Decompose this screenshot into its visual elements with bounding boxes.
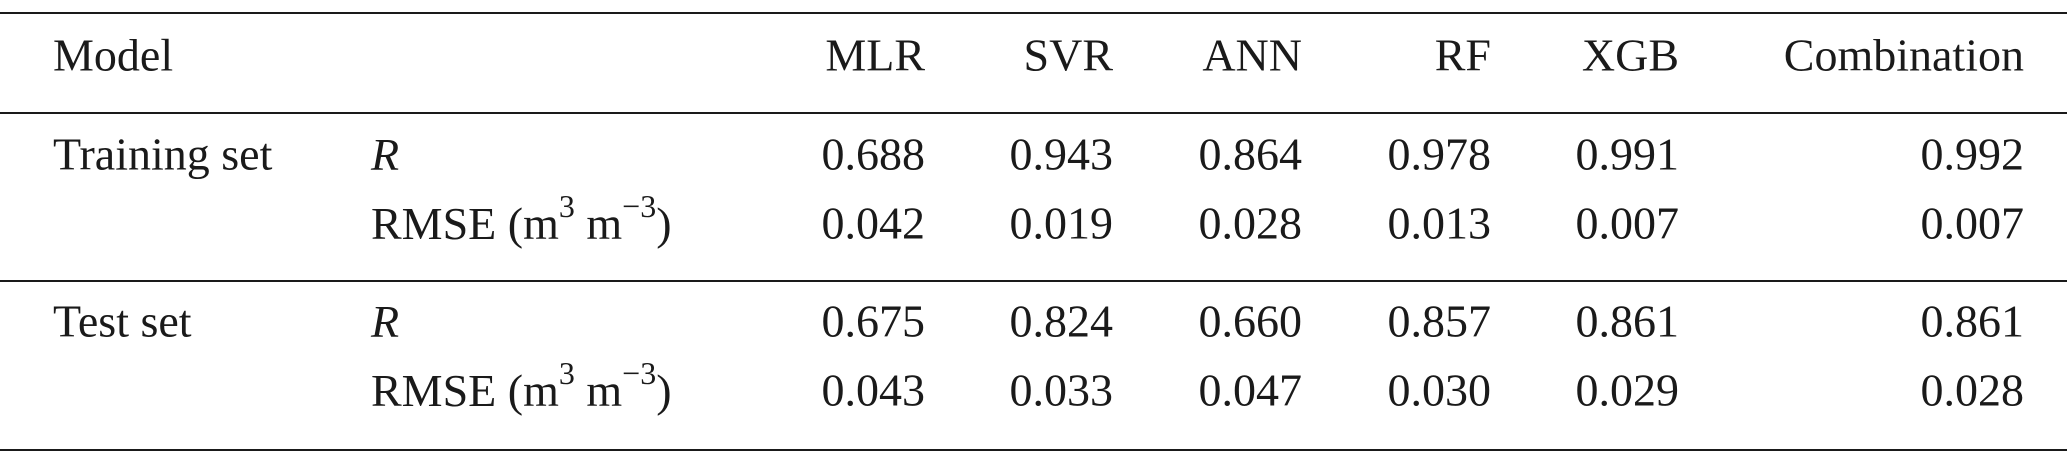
group-name: Training set (53, 129, 273, 180)
cell-value: 0.824 (1010, 296, 1114, 347)
cell-value: 0.029 (1576, 365, 1680, 416)
metric-part: ) (656, 198, 671, 249)
metric-part: −3 (622, 188, 656, 224)
cell-value: 0.033 (1010, 365, 1114, 416)
cell-value: 0.007 (1576, 198, 1680, 249)
header-column: Combination (1784, 30, 2024, 81)
cell-value: 0.992 (1921, 129, 2025, 180)
cell-value: 0.007 (1921, 198, 2025, 249)
cell-value: 0.861 (1921, 296, 2025, 347)
metric-part: m (575, 365, 623, 416)
metric-part: R (370, 129, 399, 180)
metric-label: RMSE (m3 m−3) (371, 188, 672, 248)
metric-part: ) (656, 365, 671, 416)
metric-part: RMSE (m (371, 365, 559, 416)
cell-value: 0.991 (1576, 129, 1680, 180)
metric-part: −3 (622, 355, 656, 391)
cell-value: 0.028 (1921, 365, 2025, 416)
header-column: XGB (1582, 30, 1679, 81)
metric-part: R (370, 296, 399, 347)
cell-value: 0.047 (1199, 365, 1303, 416)
header-model: Model (53, 30, 173, 81)
metric-part: RMSE (m (371, 198, 559, 249)
metric-part: 3 (559, 188, 575, 224)
cell-value: 0.028 (1199, 198, 1303, 249)
cell-value: 0.660 (1199, 296, 1303, 347)
group-name: Test set (53, 296, 192, 347)
cell-value: 0.043 (822, 365, 926, 416)
metric-label: R (370, 296, 399, 347)
cell-value: 0.943 (1010, 129, 1114, 180)
cell-value: 0.019 (1010, 198, 1114, 249)
cell-value: 0.675 (822, 296, 926, 347)
cell-value: 0.042 (822, 198, 926, 249)
cell-value: 0.861 (1576, 296, 1680, 347)
cell-value: 0.013 (1388, 198, 1492, 249)
header-column: ANN (1202, 30, 1302, 81)
metric-label: R (370, 129, 399, 180)
metric-label: RMSE (m3 m−3) (371, 355, 672, 415)
cell-value: 0.864 (1199, 129, 1303, 180)
metric-part: m (575, 198, 623, 249)
header-column: RF (1435, 30, 1491, 81)
cell-value: 0.030 (1388, 365, 1492, 416)
header-column: SVR (1024, 30, 1114, 81)
header-column: MLR (825, 30, 925, 81)
cell-value: 0.857 (1388, 296, 1492, 347)
cell-value: 0.688 (822, 129, 926, 180)
cell-value: 0.978 (1388, 129, 1492, 180)
metric-part: 3 (559, 355, 575, 391)
